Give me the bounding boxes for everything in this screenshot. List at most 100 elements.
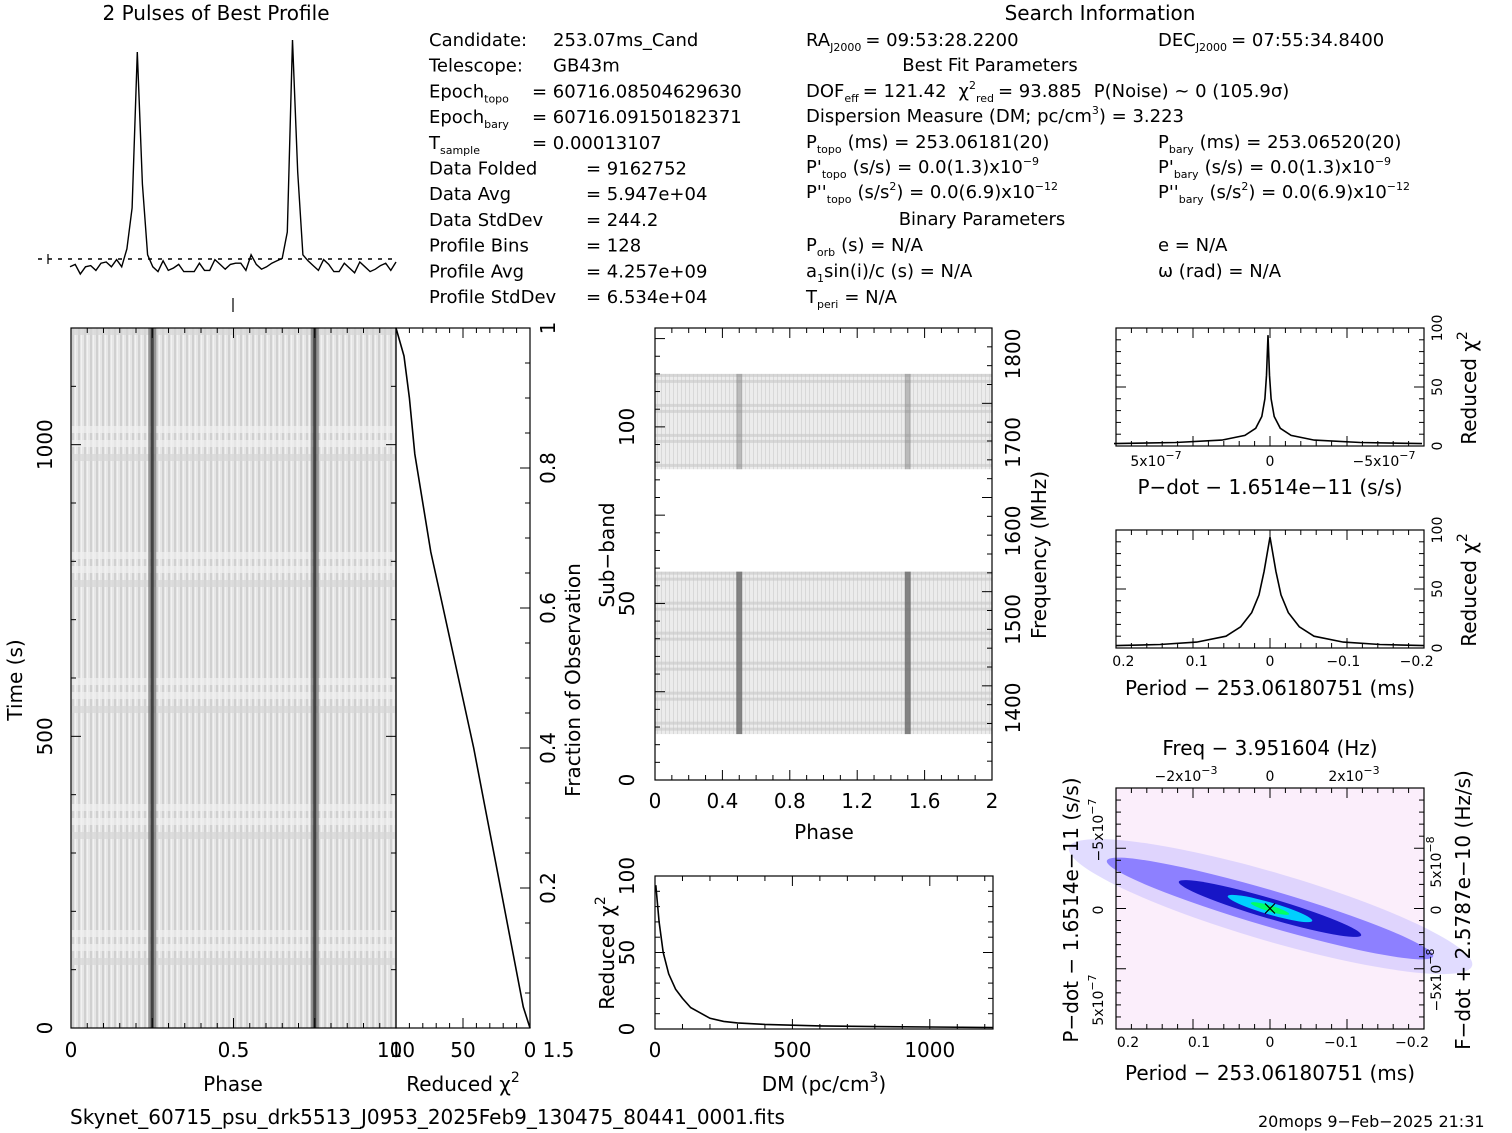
subband-row — [655, 463, 992, 467]
pdot-axes: 5x10−7 0 −5x10−7 0 50 100 P−dot − 1.6514e−11 (… — [1115, 315, 1481, 499]
subband-y2-tick-label: 1700 — [1001, 417, 1025, 468]
time-phase-x-tick-label: 0 — [65, 1038, 78, 1062]
info-left-value: = 6.534e+04 — [586, 287, 707, 308]
subband-y2-tick-label: 1400 — [1001, 683, 1025, 734]
info-left-label: Epochtopo — [429, 81, 509, 105]
period-x-tick-label: −0.1 — [1326, 654, 1360, 670]
subband-phase-plot: 0 0.4 0.8 1.2 1.6 2 0 50 100 1400 1500 1600 1700 1800… — [595, 327, 1051, 844]
time-phase-row — [71, 454, 396, 461]
subband-xlabel: Phase — [794, 820, 854, 844]
time-phase-row — [71, 440, 396, 447]
period-pdot-y-tick-label: 5x10−7 — [1086, 974, 1107, 1025]
footer-filename: Skynet_60715_psu_drk5513_J0953_2025Feb9_… — [70, 1105, 785, 1129]
period-ylabel: Reduced χ2 — [1455, 533, 1481, 647]
subband-row — [655, 691, 992, 695]
tperi-line: Tperi = N/A — [805, 287, 898, 311]
info-left-label: Data Avg — [429, 184, 511, 205]
dm-axes: 0 500 1000 0 50 100 DM (pc/cm3) Reduced χ2 — [593, 857, 993, 1096]
period-pdot-x-tick-label: −0.2 — [1395, 1035, 1429, 1051]
info-left-value: = 128 — [586, 236, 641, 257]
subband-row — [655, 373, 992, 377]
subband-bands — [655, 373, 992, 735]
time-phase-row — [71, 580, 396, 587]
footer-stamp: 20mops 9−Feb−2025 21:31 — [1258, 1112, 1485, 1131]
subband-row — [655, 433, 992, 437]
period-x-tick-label: 0 — [1266, 654, 1275, 670]
period-pdot-top-tick-label: −2x10−3 — [1155, 764, 1218, 785]
chi-fraction-ylabel: Fraction of Observation — [561, 563, 585, 797]
subband-x-tick-label: 0 — [649, 789, 662, 813]
dm-plot: 0 500 1000 0 50 100 DM (pc/cm3) Reduced χ2 — [593, 857, 994, 1096]
dm-line — [655, 885, 994, 1029]
period-line — [1115, 536, 1425, 647]
info-left-label: Epochbary — [429, 107, 509, 131]
period-pdot-title: Freq − 3.951604 (Hz) — [1162, 736, 1377, 760]
subband-row — [655, 667, 992, 671]
time-phase-row — [71, 566, 396, 573]
info-left-value: = 9162752 — [586, 159, 687, 180]
time-phase-pulse-core — [150, 328, 154, 1028]
subband-row — [655, 601, 992, 605]
subband-row — [655, 571, 992, 575]
dm-y-tick-label: 50 — [615, 940, 639, 965]
info-left-label: Profile StdDev — [429, 287, 557, 308]
subband-x-tick-label: 1.2 — [841, 789, 873, 813]
dec-line: DECJ2000 = 07:55:34.8400 — [1158, 30, 1384, 54]
subband-x-tick-label: 2 — [986, 789, 999, 813]
time-phase-row — [71, 692, 396, 699]
info-left-value: = 4.257e+09 — [586, 261, 707, 282]
dm-ylabel: Reduced χ2 — [593, 896, 619, 1010]
time-phase-row — [71, 426, 396, 433]
info-left-label: Telescope: — [428, 56, 523, 77]
period-pdot-plot: 0.2 0.1 0 −0.1 −0.2 −2x10−3 0 2x10−3 −5x10−7 0 5x1… — [1059, 736, 1475, 1085]
time-phase-xlabel: Phase — [203, 1072, 263, 1096]
chi-fraction-x-tick-label: 100 — [377, 1038, 415, 1062]
chi-fraction-xlabel: Reduced χ2 — [406, 1070, 520, 1096]
pddbary-line: P''bary (s/s2) = 0.0(6.9)x10−12 — [1158, 180, 1410, 206]
chi-fraction-line — [395, 327, 531, 1029]
period-pdot-ylabel2: F−dot + 2.5787e−10 (Hz/s) — [1451, 770, 1475, 1050]
best-fit-title: Best Fit Parameters — [902, 55, 1077, 76]
pdot-line — [1113, 335, 1423, 445]
time-phase-row — [71, 832, 396, 839]
subband-band — [655, 571, 992, 735]
period-pdot-y-tick-label: −5x10−7 — [1086, 799, 1107, 862]
subband-row — [655, 697, 992, 701]
chi-fraction-y-tick-label: 0.8 — [536, 452, 560, 484]
subband-row — [655, 403, 992, 407]
pdot-x-tick-label: 0 — [1266, 454, 1275, 470]
subband-x-tick-label: 0.4 — [706, 789, 738, 813]
period-xlabel: Period − 253.06180751 (ms) — [1125, 676, 1415, 700]
subband-x-tick-label: 1.6 — [909, 789, 941, 813]
subband-ylabel: Sub−band — [595, 502, 619, 607]
subband-ylabel2: Frequency (MHz) — [1027, 471, 1051, 639]
period-pdot-image — [1068, 839, 1473, 975]
subband-row — [655, 577, 992, 581]
period-y-tick-label: 50 — [1430, 580, 1446, 598]
subband-row — [655, 631, 992, 635]
pdot-xlabel: P−dot − 1.6514e−11 (s/s) — [1137, 475, 1402, 499]
subband-row — [655, 721, 992, 725]
subband-y-tick-label: 0 — [615, 774, 639, 787]
time-phase-row — [71, 818, 396, 825]
dm-y-tick-label: 100 — [615, 857, 639, 895]
subband-row — [655, 727, 992, 731]
period-pdot-x-tick-label: −0.1 — [1324, 1035, 1358, 1051]
binary-title: Binary Parameters — [899, 209, 1066, 230]
info-left-label: Data StdDev — [429, 210, 544, 231]
info-left-value: = 5.947e+04 — [586, 184, 707, 205]
info-left-value: = 60716.08504629630 — [532, 81, 742, 102]
period-y-tick-label: 100 — [1430, 517, 1446, 544]
subband-pulse — [904, 373, 911, 470]
profile-plot — [38, 39, 398, 312]
subband-row — [655, 661, 992, 665]
info-left-label: Data Folded — [429, 159, 537, 180]
subband-row — [655, 409, 992, 413]
period-y-tick-label: 0 — [1430, 644, 1446, 653]
period-pdot-marker — [1264, 903, 1276, 914]
